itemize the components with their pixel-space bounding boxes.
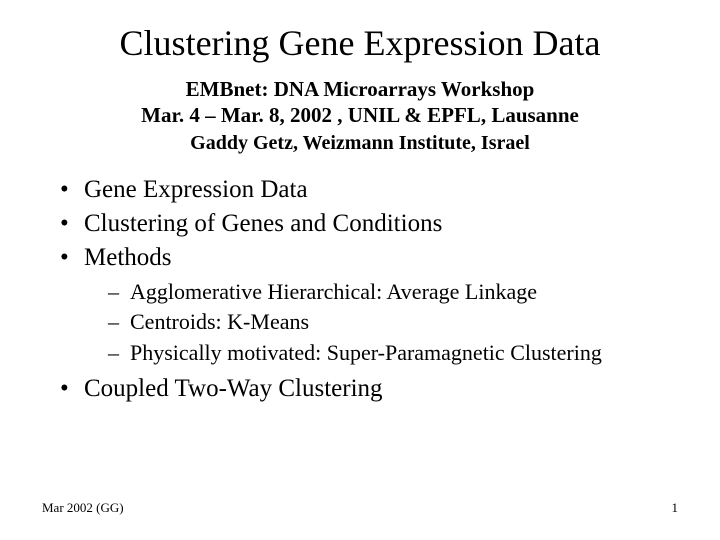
list-item: Centroids: K-Means [108, 308, 680, 337]
bullet-list: Gene Expression Data Clustering of Genes… [60, 174, 680, 406]
list-item: Agglomerative Hierarchical: Average Link… [108, 278, 680, 307]
author-line: Gaddy Getz, Weizmann Institute, Israel [40, 131, 680, 156]
list-item: Physically motivated: Super-Paramagnetic… [108, 339, 680, 368]
bullet-text: Coupled Two-Way Clustering [84, 375, 383, 402]
sub-bullet-text: Agglomerative Hierarchical: Average Link… [130, 279, 537, 304]
list-item: Methods Agglomerative Hierarchical: Aver… [60, 242, 680, 368]
sub-bullet-text: Physically motivated: Super-Paramagnetic… [130, 340, 602, 365]
slide-number: 1 [672, 500, 679, 516]
bullet-text: Clustering of Genes and Conditions [84, 210, 442, 237]
list-item: Coupled Two-Way Clustering [60, 373, 680, 405]
sub-bullet-list: Agglomerative Hierarchical: Average Link… [108, 278, 680, 368]
sub-bullet-text: Centroids: K-Means [130, 309, 309, 334]
bullet-text: Gene Expression Data [84, 176, 308, 203]
subtitle-line-1: EMBnet: DNA Microarrays Workshop [40, 76, 680, 102]
list-item: Gene Expression Data [60, 174, 680, 206]
subtitle-line-2: Mar. 4 – Mar. 8, 2002 , UNIL & EPFL, Lau… [40, 102, 680, 128]
bullet-text: Methods [84, 244, 172, 271]
slide-title: Clustering Gene Expression Data [40, 22, 680, 64]
footer-left: Mar 2002 (GG) [42, 500, 124, 516]
list-item: Clustering of Genes and Conditions [60, 208, 680, 240]
slide: Clustering Gene Expression Data EMBnet: … [0, 0, 720, 540]
